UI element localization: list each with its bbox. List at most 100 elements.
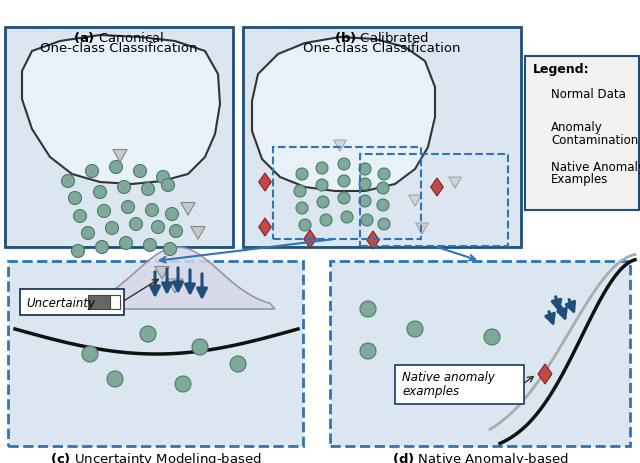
Circle shape	[320, 214, 332, 226]
Circle shape	[81, 227, 95, 240]
Circle shape	[230, 356, 246, 372]
Polygon shape	[431, 179, 444, 197]
Circle shape	[152, 221, 164, 234]
Circle shape	[72, 245, 84, 258]
Circle shape	[95, 241, 109, 254]
Polygon shape	[367, 232, 380, 250]
Polygon shape	[90, 247, 275, 309]
Text: $\bf{(b)}$ Calibrated: $\bf{(b)}$ Calibrated	[335, 30, 429, 45]
Polygon shape	[191, 227, 205, 239]
Polygon shape	[333, 141, 346, 152]
FancyBboxPatch shape	[525, 57, 639, 211]
Polygon shape	[113, 150, 127, 163]
Text: Examples: Examples	[551, 173, 609, 186]
Circle shape	[82, 346, 98, 362]
Circle shape	[341, 212, 353, 224]
FancyBboxPatch shape	[243, 28, 521, 247]
Text: One-class Classification: One-class Classification	[40, 42, 198, 55]
Circle shape	[163, 243, 177, 256]
Circle shape	[359, 195, 371, 207]
FancyBboxPatch shape	[20, 289, 124, 315]
Polygon shape	[259, 174, 271, 192]
Circle shape	[317, 197, 329, 208]
Circle shape	[68, 192, 81, 205]
Circle shape	[437, 369, 453, 385]
Circle shape	[86, 165, 99, 178]
Polygon shape	[408, 195, 421, 207]
Polygon shape	[415, 224, 428, 235]
Circle shape	[74, 210, 86, 223]
Circle shape	[141, 183, 154, 196]
FancyBboxPatch shape	[88, 295, 110, 309]
Circle shape	[533, 89, 545, 101]
Text: Calibration (NAC): Calibration (NAC)	[422, 462, 538, 463]
Circle shape	[61, 175, 74, 188]
Circle shape	[120, 237, 132, 250]
Circle shape	[106, 222, 118, 235]
FancyBboxPatch shape	[395, 365, 524, 404]
FancyBboxPatch shape	[5, 28, 233, 247]
Polygon shape	[533, 163, 545, 180]
Circle shape	[484, 329, 500, 345]
Circle shape	[296, 203, 308, 214]
Circle shape	[361, 214, 373, 226]
Circle shape	[93, 186, 106, 199]
Circle shape	[377, 200, 389, 212]
Circle shape	[192, 339, 208, 355]
Circle shape	[338, 175, 350, 188]
Circle shape	[316, 180, 328, 192]
Circle shape	[359, 179, 371, 191]
Circle shape	[122, 201, 134, 214]
Circle shape	[140, 326, 156, 342]
Circle shape	[338, 193, 350, 205]
Polygon shape	[181, 203, 195, 216]
Circle shape	[170, 225, 182, 238]
Text: Normal Data: Normal Data	[551, 88, 626, 101]
Circle shape	[378, 169, 390, 181]
Circle shape	[166, 208, 179, 221]
Circle shape	[145, 204, 159, 217]
Circle shape	[338, 159, 350, 171]
Circle shape	[161, 179, 175, 192]
Circle shape	[360, 343, 376, 359]
Text: Legend:: Legend:	[533, 63, 589, 76]
Text: Native Anomaly: Native Anomaly	[551, 161, 640, 174]
Circle shape	[378, 219, 390, 231]
Circle shape	[360, 301, 376, 317]
Text: examples: examples	[402, 385, 459, 398]
Polygon shape	[252, 38, 435, 192]
Polygon shape	[22, 36, 220, 185]
Text: $\bf{(a)}$ Canonical: $\bf{(a)}$ Canonical	[74, 30, 164, 45]
Text: $\bf{(c)}$ Uncertainty Modeling-based: $\bf{(c)}$ Uncertainty Modeling-based	[50, 450, 261, 463]
Text: One-class Classification: One-class Classification	[303, 42, 461, 55]
Circle shape	[359, 163, 371, 175]
Circle shape	[175, 376, 191, 392]
Polygon shape	[167, 279, 183, 294]
FancyBboxPatch shape	[330, 262, 630, 446]
Circle shape	[296, 169, 308, 181]
Circle shape	[143, 239, 157, 252]
Polygon shape	[304, 231, 316, 249]
Circle shape	[299, 219, 311, 232]
Polygon shape	[259, 219, 271, 237]
Text: Anomaly: Anomaly	[551, 121, 603, 134]
Circle shape	[157, 171, 170, 184]
Circle shape	[377, 182, 389, 194]
Text: Calibration (UMC): Calibration (UMC)	[97, 462, 214, 463]
Circle shape	[407, 321, 423, 337]
Circle shape	[107, 371, 123, 387]
Circle shape	[316, 163, 328, 175]
Circle shape	[129, 218, 143, 231]
Polygon shape	[155, 267, 169, 280]
Text: Contamination: Contamination	[551, 133, 638, 146]
FancyBboxPatch shape	[8, 262, 303, 446]
Circle shape	[97, 205, 111, 218]
Circle shape	[109, 161, 122, 174]
FancyBboxPatch shape	[110, 295, 120, 309]
Circle shape	[118, 181, 131, 194]
Circle shape	[134, 165, 147, 178]
Polygon shape	[538, 364, 552, 384]
Text: $\bf{(d)}$ Native Anomaly-based: $\bf{(d)}$ Native Anomaly-based	[392, 450, 568, 463]
Polygon shape	[449, 178, 461, 189]
Text: Uncertainty: Uncertainty	[26, 296, 95, 309]
